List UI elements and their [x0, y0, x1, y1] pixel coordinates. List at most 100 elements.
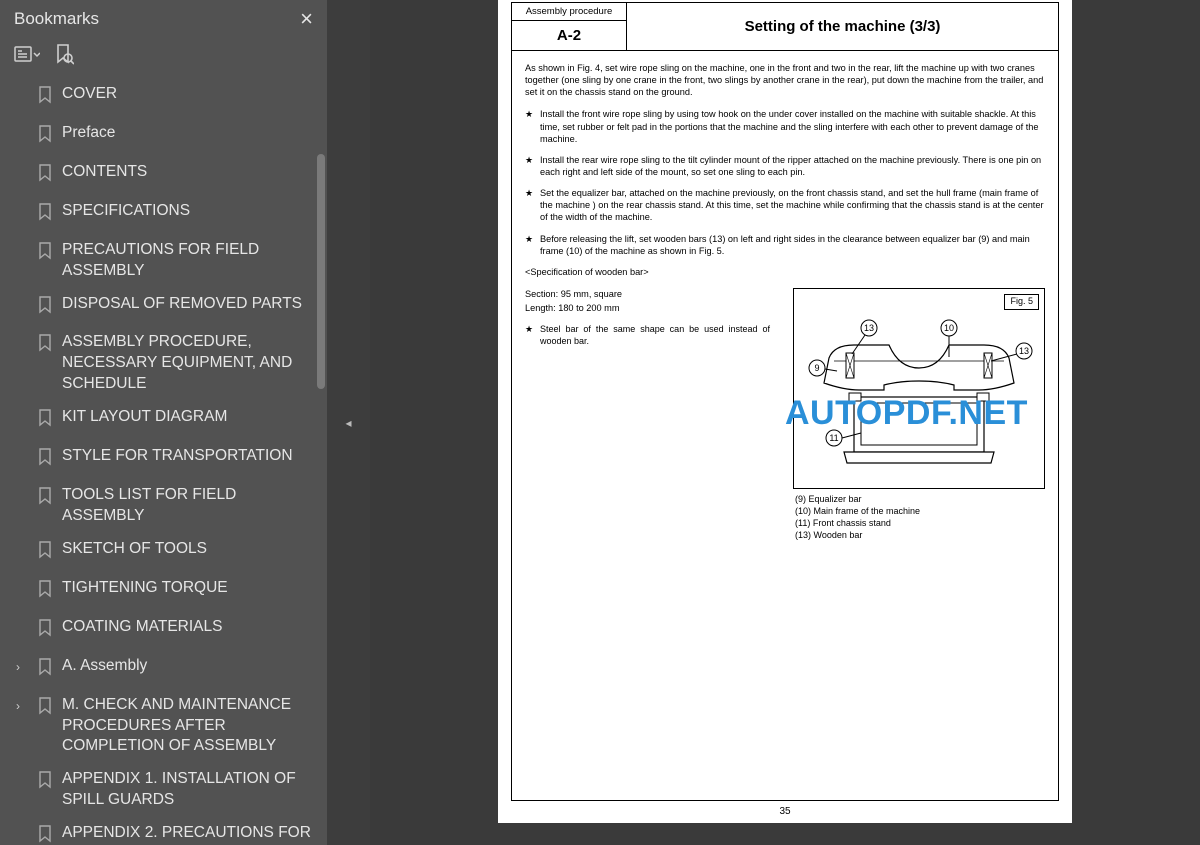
- bookmarks-panel: Bookmarks × COVER: [0, 0, 327, 845]
- bookmark-item[interactable]: COVER: [10, 78, 323, 117]
- svg-text:10: 10: [944, 323, 954, 333]
- legend-item: (13) Wooden bar: [795, 529, 1045, 541]
- bookmark-icon: [38, 697, 52, 722]
- svg-text:13: 13: [864, 323, 874, 333]
- caret-left-icon: ◂: [345, 416, 351, 430]
- bookmarks-header: Bookmarks ×: [0, 0, 327, 38]
- figure-label: Fig. 5: [1004, 294, 1039, 310]
- page-title: Setting of the machine (3/3): [627, 3, 1058, 50]
- bookmark-label: APPENDIX 1. INSTALLATION OF SPILL GUARDS: [62, 769, 319, 811]
- figure-5: Fig. 5: [793, 288, 1045, 489]
- bookmark-item[interactable]: CONTENTS: [10, 156, 323, 195]
- bookmark-item[interactable]: SKETCH OF TOOLS: [10, 533, 323, 572]
- page-border: Assembly procedure A-2 Setting of the ma…: [511, 2, 1059, 801]
- bookmark-label: TOOLS LIST FOR FIELD ASSEMBLY: [62, 485, 319, 527]
- bookmark-icon: [38, 86, 52, 111]
- bookmark-icon: [38, 409, 52, 434]
- close-icon[interactable]: ×: [296, 6, 317, 32]
- bullet-item: ★ Set the equalizer bar, attached on the…: [525, 187, 1045, 223]
- bullet-text: Install the rear wire rope sling to the …: [540, 154, 1045, 178]
- bookmark-item[interactable]: TOOLS LIST FOR FIELD ASSEMBLY: [10, 479, 323, 533]
- bookmark-item[interactable]: PRECAUTIONS FOR FIELD ASSEMBLY: [10, 234, 323, 288]
- spec-row: Section: 95 mm, square Length: 180 to 20…: [525, 288, 1045, 489]
- bookmark-icon: [38, 203, 52, 228]
- chevron-right-icon[interactable]: ›: [16, 698, 28, 714]
- header-code: A-2: [512, 21, 626, 50]
- bullet-item: ★ Install the front wire rope sling by u…: [525, 108, 1045, 144]
- bookmark-icon: [38, 296, 52, 321]
- spec-line: Length: 180 to 200 mm: [525, 302, 770, 314]
- legend-item: (11) Front chassis stand: [795, 517, 1045, 529]
- header-box-label: Assembly procedure: [512, 3, 626, 21]
- chevron-right-icon[interactable]: ›: [16, 659, 28, 675]
- bookmark-item[interactable]: COATING MATERIALS: [10, 611, 323, 650]
- bookmark-icon: [38, 164, 52, 189]
- bookmark-label: M. CHECK AND MAINTENANCE PROCEDURES AFTE…: [62, 695, 319, 758]
- scrollbar-thumb[interactable]: [317, 154, 325, 389]
- document-viewport[interactable]: AUTOPDF.NET Assembly procedure A-2 Setti…: [370, 0, 1200, 845]
- bookmark-label: SPECIFICATIONS: [62, 201, 319, 222]
- bullet-text: Install the front wire rope sling by usi…: [540, 108, 1045, 144]
- bookmark-icon: [38, 541, 52, 566]
- bookmark-icon: [38, 125, 52, 150]
- bookmark-label: COATING MATERIALS: [62, 617, 319, 638]
- bullet-text: Before releasing the lift, set wooden ba…: [540, 233, 1045, 257]
- star-icon: ★: [525, 187, 540, 223]
- legend-item: (9) Equalizer bar: [795, 493, 1045, 505]
- bookmark-item[interactable]: STYLE FOR TRANSPORTATION: [10, 440, 323, 479]
- bookmark-icon: [38, 580, 52, 605]
- bookmark-item[interactable]: APPENDIX 1. INSTALLATION OF SPILL GUARDS: [10, 763, 323, 817]
- bookmark-item[interactable]: TIGHTENING TORQUE: [10, 572, 323, 611]
- bookmark-label: STYLE FOR TRANSPORTATION: [62, 446, 319, 467]
- bookmark-label: DISPOSAL OF REMOVED PARTS: [62, 294, 319, 315]
- svg-text:9: 9: [814, 363, 819, 373]
- bookmark-icon: [38, 619, 52, 644]
- spec-heading: <Specification of wooden bar>: [525, 266, 1045, 278]
- legend-item: (10) Main frame of the machine: [795, 505, 1045, 517]
- bookmark-item[interactable]: ASSEMBLY PROCEDURE, NECESSARY EQUIPMENT,…: [10, 326, 323, 401]
- bookmark-item[interactable]: KIT LAYOUT DIAGRAM: [10, 401, 323, 440]
- bookmark-label: Preface: [62, 123, 319, 144]
- bookmark-label: CONTENTS: [62, 162, 319, 183]
- page-header: Assembly procedure A-2 Setting of the ma…: [512, 3, 1058, 51]
- bookmark-label: APPENDIX 2. PRECAUTIONS FOR INITIALIZATI…: [62, 823, 319, 845]
- bookmark-item[interactable]: › M. CHECK AND MAINTENANCE PROCEDURES AF…: [10, 689, 323, 764]
- bullet-text: Set the equalizer bar, attached on the m…: [540, 187, 1045, 223]
- spec-note-text: Steel bar of the same shape can be used …: [540, 324, 770, 348]
- bookmark-icon: [38, 334, 52, 359]
- bookmark-label: SKETCH OF TOOLS: [62, 539, 319, 560]
- svg-text:13: 13: [1019, 346, 1029, 356]
- bookmark-item[interactable]: SPECIFICATIONS: [10, 195, 323, 234]
- bookmark-label: COVER: [62, 84, 319, 105]
- bookmark-label: ASSEMBLY PROCEDURE, NECESSARY EQUIPMENT,…: [62, 332, 319, 395]
- page-body: As shown in Fig. 4, set wire rope sling …: [512, 51, 1058, 549]
- bookmark-item[interactable]: APPENDIX 2. PRECAUTIONS FOR INITIALIZATI…: [10, 817, 323, 845]
- bookmark-options-icon[interactable]: [14, 45, 40, 65]
- star-icon: ★: [525, 108, 540, 144]
- bookmark-icon: [38, 825, 52, 845]
- intro-text: As shown in Fig. 4, set wire rope sling …: [525, 62, 1045, 98]
- bullet-item: ★ Install the rear wire rope sling to th…: [525, 154, 1045, 178]
- star-icon: ★: [525, 233, 540, 257]
- bookmark-item[interactable]: Preface: [10, 117, 323, 156]
- bookmarks-title: Bookmarks: [14, 9, 99, 29]
- bookmark-icon: [38, 658, 52, 683]
- bookmark-icon: [38, 487, 52, 512]
- star-icon: ★: [525, 324, 540, 348]
- pdf-page: Assembly procedure A-2 Setting of the ma…: [498, 0, 1072, 823]
- bookmark-icon: [38, 448, 52, 473]
- bookmark-list[interactable]: COVER Preface CONTENTS SPECIFICATIONS PR…: [0, 78, 327, 845]
- bookmarks-toolbar: [0, 38, 327, 78]
- bookmark-item[interactable]: › A. Assembly: [10, 650, 323, 689]
- find-bookmark-icon[interactable]: [54, 44, 74, 66]
- bookmark-label: KIT LAYOUT DIAGRAM: [62, 407, 319, 428]
- bookmark-label: A. Assembly: [62, 656, 319, 677]
- bookmark-icon: [38, 771, 52, 796]
- spec-note: ★ Steel bar of the same shape can be use…: [525, 324, 770, 348]
- spec-line: Section: 95 mm, square: [525, 288, 770, 300]
- star-icon: ★: [525, 154, 540, 178]
- bookmark-icon: [38, 242, 52, 267]
- collapse-gutter[interactable]: ◂: [327, 0, 370, 845]
- bookmark-item[interactable]: DISPOSAL OF REMOVED PARTS: [10, 288, 323, 327]
- bookmark-label: TIGHTENING TORQUE: [62, 578, 319, 599]
